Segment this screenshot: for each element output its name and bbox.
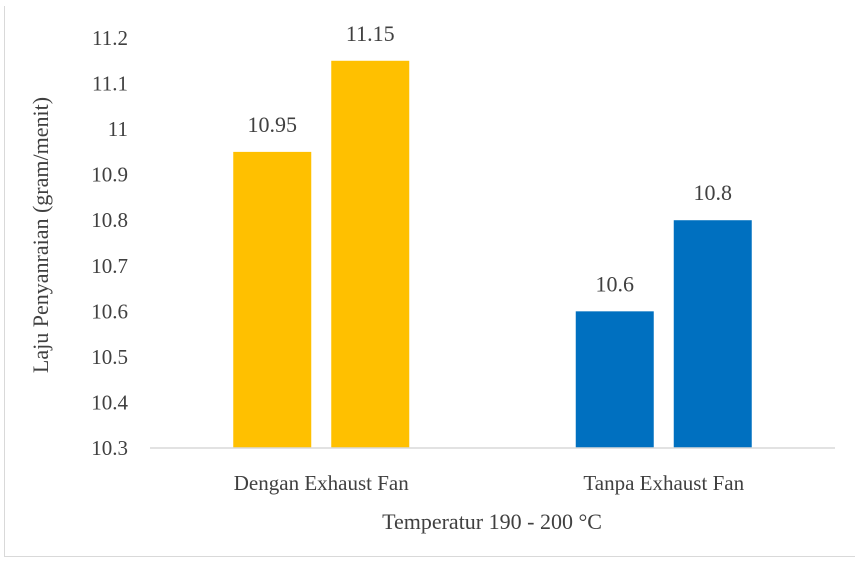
- y-tick-label: 11.1: [92, 72, 128, 96]
- y-tick-labels: 10.3 10.4 10.5 10.6 10.7 10.8 10.9 11 11.1 11.2: [91, 26, 128, 460]
- bar: [331, 60, 410, 449]
- category-label: Dengan Exhaust Fan: [234, 471, 409, 495]
- data-labels: 10.95 11.15 10.6 10.8: [248, 21, 733, 297]
- y-tick-label: 10.4: [91, 390, 128, 414]
- category-label: Tanpa Exhaust Fan: [583, 471, 744, 495]
- y-axis-title: Laju Penyanraian (gram/menit): [28, 97, 53, 373]
- chart-frame: [4, 6, 855, 557]
- data-label: 10.6: [596, 271, 635, 296]
- y-tick-label: 10.3: [91, 436, 128, 460]
- y-tick-label: 10.5: [91, 345, 128, 369]
- y-tick-label: 11: [108, 117, 128, 141]
- y-tick-label: 10.7: [91, 254, 128, 278]
- category-labels: Dengan Exhaust Fan Tanpa Exhaust Fan: [234, 471, 745, 495]
- y-tick-label: 10.8: [91, 208, 128, 232]
- x-axis-title: Temperatur 190 - 200 °C: [382, 509, 602, 534]
- y-tick-label: 11.2: [92, 26, 128, 50]
- data-label: 10.95: [248, 112, 298, 137]
- bars: [233, 60, 752, 449]
- y-tick-label: 10.6: [91, 299, 128, 323]
- data-label: 11.15: [346, 21, 395, 46]
- bar: [673, 220, 752, 448]
- data-label: 10.8: [694, 180, 733, 205]
- bar: [575, 311, 654, 448]
- bar: [233, 151, 312, 448]
- y-tick-label: 10.9: [91, 163, 128, 187]
